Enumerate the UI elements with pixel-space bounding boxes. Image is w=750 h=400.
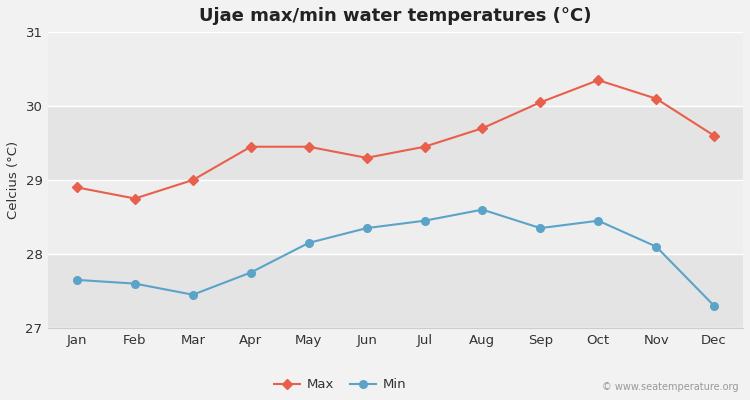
Legend: Max, Min: Max, Min [268,373,412,397]
Title: Ujae max/min water temperatures (°C): Ujae max/min water temperatures (°C) [200,7,592,25]
Bar [48,32,743,106]
Bar [48,106,743,180]
Text: © www.seatemperature.org: © www.seatemperature.org [602,382,739,392]
Bar [48,180,743,254]
Bar [48,254,743,328]
Y-axis label: Celcius (°C): Celcius (°C) [7,141,20,219]
